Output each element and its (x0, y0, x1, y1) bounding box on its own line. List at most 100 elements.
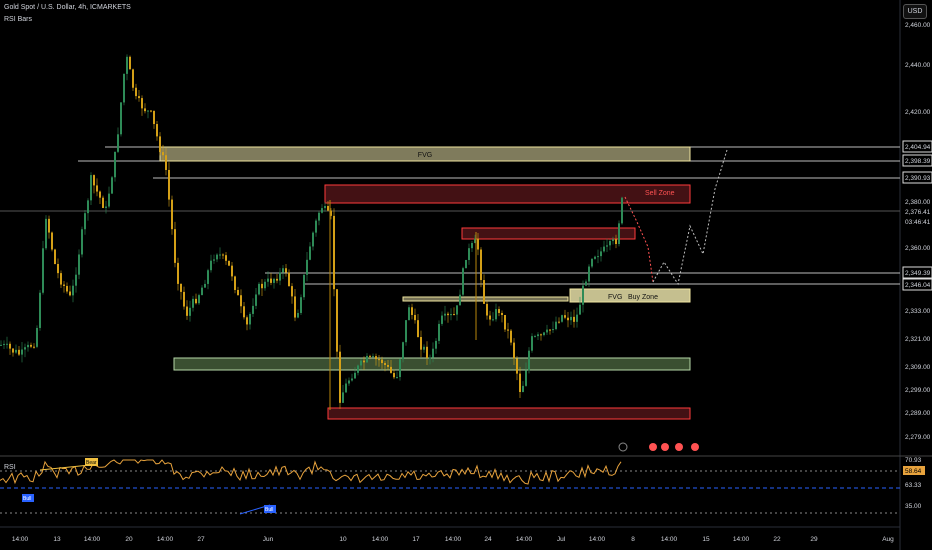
dividend-icon (618, 442, 628, 452)
candle-body (525, 370, 527, 386)
candle-body (450, 314, 452, 316)
indicator-label[interactable]: RSI Bars (4, 16, 33, 23)
time-tick: 14:00 (733, 536, 750, 543)
candle-body (138, 96, 140, 99)
economic-event-icon (661, 443, 669, 451)
candle-body (72, 285, 74, 296)
candle-body (366, 355, 368, 363)
candle-body (330, 210, 332, 216)
price-label: 2,376.41 (905, 209, 931, 216)
candle-body (345, 383, 347, 393)
candle-body (120, 102, 122, 135)
candle-body (399, 359, 401, 378)
candle-body (123, 73, 125, 103)
projection-up[interactable] (652, 149, 728, 286)
candle-body (504, 314, 506, 330)
currency-button[interactable]: USD (903, 4, 927, 19)
candle-body (405, 320, 407, 343)
candle-body (435, 340, 437, 349)
candle-body (180, 283, 182, 292)
candle-body (438, 323, 440, 341)
candle-body (270, 278, 272, 283)
candle-body (609, 241, 611, 246)
candle-body (612, 239, 614, 242)
candle-body (285, 268, 287, 273)
candle-body (510, 330, 512, 343)
candle-body (168, 169, 170, 200)
candle-body (159, 136, 161, 153)
projection-down[interactable] (624, 196, 654, 283)
rsi-label[interactable]: RSI (4, 464, 16, 471)
candle-body (27, 344, 29, 348)
event-icons[interactable] (618, 442, 699, 452)
candle-body (579, 304, 581, 315)
rsi-current-value: 58.64 (905, 468, 922, 475)
candle-body (600, 251, 602, 257)
candle-body (78, 254, 80, 275)
candle-body (585, 281, 587, 286)
price-tick: 2,321.00 (905, 336, 931, 343)
candle-body (156, 124, 158, 137)
price-tick: 2,460.00 (905, 22, 931, 29)
candle-body (447, 313, 449, 316)
candle-body (453, 314, 455, 316)
candle-body (189, 307, 191, 316)
candle-body (213, 259, 215, 261)
candle-body (324, 206, 326, 209)
symbol-title[interactable]: Gold Spot / U.S. Dollar, 4h, ICMARKETS (4, 4, 131, 11)
candle-body (252, 305, 254, 314)
candle-body (309, 246, 311, 260)
candle-body (255, 294, 257, 306)
time-tick: 17 (412, 536, 420, 543)
candle-body (363, 360, 365, 363)
candle-body (339, 351, 341, 403)
candle-body (561, 315, 563, 322)
time-tick: 14:00 (661, 536, 678, 543)
candle-body (336, 289, 338, 352)
fvg-bottom-label: FVG (608, 294, 622, 301)
buy-zone-label: Buy Zone (628, 294, 658, 301)
candle-body (546, 329, 548, 333)
candle-body (45, 218, 47, 249)
candle-body (6, 343, 8, 345)
bear-tag (85, 458, 98, 466)
time-tick: 15 (702, 536, 710, 543)
candle-body (321, 208, 323, 213)
price-axis[interactable]: 2,460.00 2,440.00 2,420.00 2,360.00 2,33… (902, 22, 932, 510)
candle-body (9, 343, 11, 349)
time-tick: 14:00 (84, 536, 101, 543)
candle-body (468, 248, 470, 260)
candle-body (327, 206, 329, 211)
candle-body (288, 272, 290, 287)
candle-body (483, 280, 485, 304)
candle-body (93, 175, 95, 186)
candle-body (222, 254, 224, 256)
zones[interactable]: FVG Sell Zone FVG Buy Zone (159, 146, 691, 420)
candle-body (225, 255, 227, 261)
candle-body (267, 278, 269, 282)
candle-body (186, 306, 188, 316)
price-label-box (902, 154, 932, 167)
rsi-tick: 70.93 (905, 457, 922, 464)
time-tick: 20 (125, 536, 133, 543)
sell-zone-upper (324, 184, 691, 204)
candle-body (210, 260, 212, 271)
candle-body (360, 360, 362, 366)
horizontal-levels[interactable] (0, 146, 900, 285)
bull-tag (264, 505, 276, 513)
candle-body (147, 110, 149, 112)
price-tick: 2,309.00 (905, 364, 931, 371)
candle-body (543, 332, 545, 336)
candle-body (618, 223, 620, 245)
candle-body (402, 342, 404, 360)
price-tick: 2,333.00 (905, 308, 931, 315)
candle-body (165, 155, 167, 170)
candle-body (228, 260, 230, 266)
candle-body (60, 273, 62, 285)
candle-body (33, 346, 35, 348)
bull-tag (22, 494, 34, 502)
price-label: 2,349.39 (905, 270, 931, 277)
candle-body (126, 56, 128, 74)
time-axis[interactable]: 14:00 13 14:00 20 14:00 27 Jun 10 14:00 17 14:00 24… (12, 536, 894, 543)
